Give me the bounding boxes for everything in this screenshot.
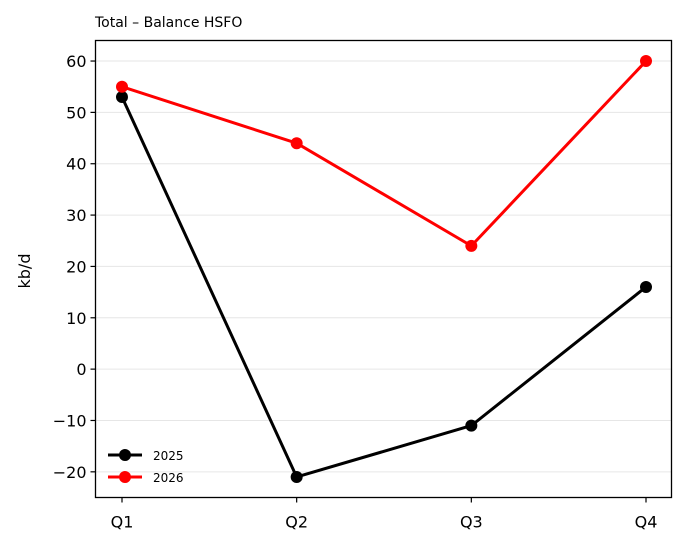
legend-marker — [119, 449, 131, 461]
series-2025 — [116, 90, 652, 483]
series-layer — [116, 55, 652, 483]
data-point — [640, 280, 652, 293]
x-tick-label: Q1 — [111, 513, 134, 532]
x-tick-label: Q3 — [460, 513, 483, 532]
chart-title: Total – Balance HSFO — [94, 15, 242, 31]
legend: 2025 2026 — [108, 449, 184, 485]
series-line — [120, 96, 647, 479]
data-point — [465, 419, 478, 432]
legend-item: 2026 — [108, 471, 184, 485]
legend-label: 2026 — [153, 471, 184, 485]
data-point — [465, 239, 478, 252]
y-tick-label: 0 — [76, 360, 86, 379]
legend-item: 2025 — [108, 449, 184, 463]
legend-marker — [119, 471, 131, 483]
data-point — [116, 80, 128, 93]
y-axis: −20 −10 0 10 20 30 40 50 60 — [53, 52, 96, 482]
series-line — [121, 60, 648, 248]
y-tick-label: 20 — [66, 257, 86, 276]
y-tick-label: 40 — [66, 155, 86, 174]
y-tick-label: 30 — [66, 206, 86, 225]
legend-label: 2025 — [153, 449, 184, 463]
data-point — [116, 90, 128, 103]
data-point — [290, 137, 303, 150]
y-tick-label: −10 — [53, 411, 87, 430]
y-tick-label: 60 — [66, 52, 86, 71]
data-point — [640, 55, 652, 68]
y-tick-label: 50 — [66, 103, 86, 122]
series-2026 — [116, 55, 652, 252]
x-tick-label: Q4 — [635, 513, 658, 532]
y-axis-label: kb/d — [15, 254, 34, 289]
y-tick-label: −20 — [53, 463, 87, 482]
y-tick-label: 10 — [66, 309, 86, 328]
plot-frame — [94, 39, 673, 499]
gridlines — [95, 60, 672, 473]
x-axis: Q1 Q2 Q3 Q4 — [111, 497, 658, 532]
data-point — [290, 470, 303, 483]
x-tick-label: Q2 — [285, 513, 308, 532]
